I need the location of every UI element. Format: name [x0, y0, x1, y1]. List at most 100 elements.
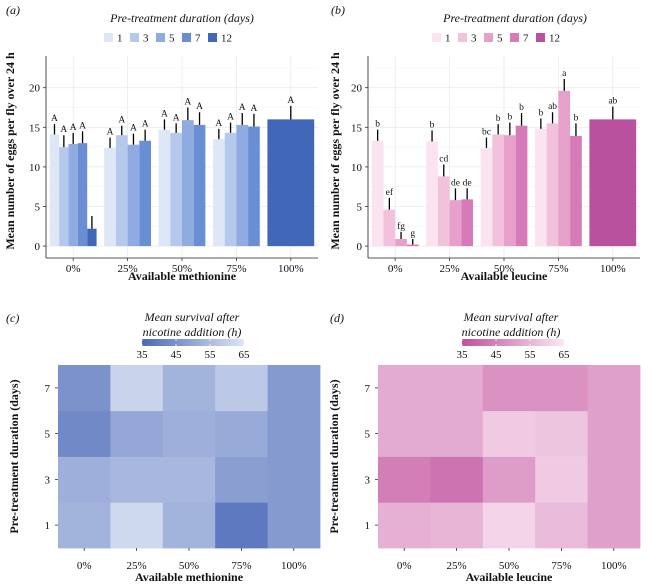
bar: [49, 134, 60, 247]
y-tick-label: 15: [351, 122, 363, 134]
control-bar: [589, 119, 637, 247]
significance-label: ef: [386, 187, 394, 198]
heatmap-cell: [110, 456, 164, 503]
heatmap-cell: [378, 365, 431, 412]
heatmap-cell: [162, 502, 216, 549]
y-tick-label: 3: [365, 474, 371, 486]
heatmap-cell: [430, 456, 484, 503]
bar: [492, 134, 504, 247]
y-tick-label: 5: [357, 202, 363, 214]
y-tick-label: 15: [29, 122, 41, 134]
colorbar-label: 45: [491, 349, 503, 361]
heatmap-cell: [58, 410, 111, 457]
significance-label: b: [538, 109, 543, 119]
x-tick-label: 25%: [440, 263, 460, 275]
x-tick-label: 50%: [494, 263, 514, 275]
y-tick-label: 1: [365, 520, 371, 532]
significance-label: A: [51, 114, 58, 124]
legend-swatch: [432, 33, 441, 42]
y-tick-label: 1: [45, 520, 51, 532]
x-tick-label: 75%: [551, 560, 571, 572]
significance-label: A: [70, 123, 77, 133]
bar: [248, 126, 260, 247]
y-axis-title: Pre-treatment duration (days): [327, 379, 341, 533]
heatmap-cell: [535, 365, 588, 412]
heatmap-cell: [430, 410, 484, 457]
y-tick-label: 20: [29, 83, 41, 95]
x-tick-label: 0%: [388, 263, 403, 275]
y-tick-label: 7: [365, 383, 371, 395]
heatmap-cell: [535, 456, 588, 503]
bar: [461, 199, 473, 247]
y-tick-label: 10: [351, 162, 363, 174]
heatmap-cell: [267, 365, 321, 412]
legend-label: 7: [523, 33, 529, 45]
bar: [68, 143, 78, 247]
legend-label: 3: [471, 33, 477, 45]
significance-label: a: [562, 69, 567, 79]
legend-title: Pre-treatment duration (days): [109, 11, 254, 25]
bar: [59, 147, 69, 247]
legend-label: 1: [117, 33, 123, 45]
heatmap-cell: [110, 365, 164, 412]
y-tick-label: 20: [351, 83, 363, 95]
y-tick-label: 5: [45, 429, 51, 441]
x-axis-title: Available leucine: [461, 269, 548, 283]
heatmap-cell: [378, 502, 431, 549]
heatmap-cell: [482, 456, 536, 503]
x-tick-label: 75%: [548, 263, 568, 275]
legend-swatch: [484, 33, 493, 42]
x-tick-label: 25%: [118, 263, 138, 275]
x-tick-label: 100%: [281, 560, 307, 572]
significance-label: b: [507, 113, 512, 123]
heatmap-cell: [58, 502, 111, 549]
legend-swatch: [156, 33, 165, 42]
bar: [236, 124, 249, 247]
bar: [504, 135, 516, 247]
heatmap-cell: [535, 410, 588, 457]
heatmap-cell: [267, 456, 321, 503]
bar: [213, 139, 225, 247]
x-tick-label: 50%: [499, 560, 519, 572]
x-tick-label: 50%: [179, 560, 199, 572]
x-tick-label: 100%: [278, 263, 304, 275]
bar: [570, 136, 582, 247]
legend-swatch: [130, 33, 139, 42]
heatmap-cell: [215, 365, 268, 412]
heatmap-cell: [162, 365, 216, 412]
legend-title: Pre-treatment duration (days): [442, 11, 587, 25]
heatmap-cell: [215, 456, 268, 503]
y-tick-label: 5: [35, 202, 41, 214]
significance-label: ab: [608, 97, 617, 107]
colorbar-label: 35: [457, 349, 469, 361]
legend-swatch: [536, 33, 545, 42]
legend-swatch: [104, 33, 113, 42]
colorbar-label: 55: [205, 349, 217, 361]
legend-label: 3: [143, 33, 149, 45]
heatmap-cell: [58, 365, 111, 412]
legend-swatch: [510, 33, 519, 42]
bar: [139, 140, 151, 247]
y-tick-label: 7: [45, 383, 51, 395]
colorbar-label: 65: [559, 349, 571, 361]
bar: [406, 244, 419, 247]
heatmap-cell: [587, 365, 641, 412]
legend-title: nicotine addition (h): [462, 325, 561, 339]
bar: [170, 132, 182, 247]
bar: [480, 147, 493, 247]
legend-title: Mean survival after: [463, 310, 559, 324]
significance-label: A: [239, 103, 246, 113]
heatmap-cell: [482, 410, 536, 457]
legend-label: 12: [221, 33, 232, 45]
x-tick-label: 0%: [77, 560, 92, 572]
significance-label: b: [375, 120, 380, 130]
bar: [77, 143, 88, 247]
bar: [158, 129, 171, 247]
colorbar: [462, 339, 564, 346]
bar: [535, 128, 547, 247]
bar: [515, 125, 528, 247]
heatmap-cell: [267, 410, 321, 457]
legend-title: nicotine addition (h): [143, 325, 242, 339]
x-tick-label: 25%: [447, 560, 467, 572]
